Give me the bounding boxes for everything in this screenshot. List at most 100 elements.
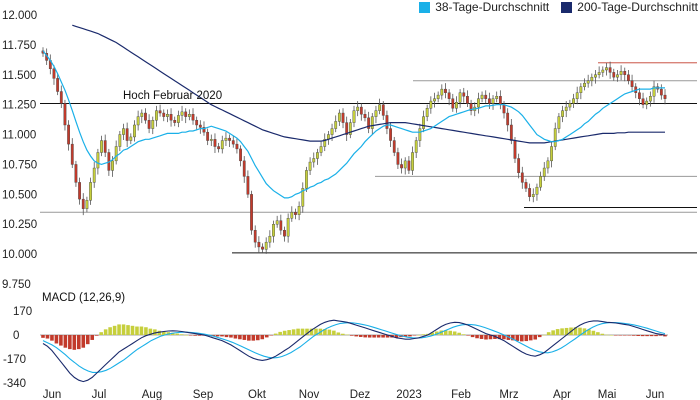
- candle-body: [586, 80, 590, 84]
- macd-histogram-bar: [528, 335, 533, 341]
- y-tick-label: 12.000: [2, 10, 37, 22]
- macd-histogram-bar: [645, 335, 649, 337]
- candle-body: [239, 148, 242, 162]
- candle-body: [535, 186, 539, 195]
- macd-y-tick-label: -170: [3, 354, 26, 366]
- macd-histogram-bar: [282, 330, 287, 335]
- candle-body: [381, 104, 385, 116]
- macd-histogram-bar: [654, 335, 658, 337]
- candle-body: [583, 82, 586, 87]
- candle-body: [447, 92, 451, 99]
- candle-body: [209, 139, 213, 141]
- macd-histogram-bar: [251, 335, 256, 341]
- candle-body: [542, 167, 546, 177]
- macd-histogram-bar: [551, 330, 555, 335]
- candle-body: [568, 103, 572, 108]
- macd-histogram-bar: [578, 327, 582, 335]
- candle-body: [561, 110, 564, 117]
- candle-body: [59, 91, 63, 104]
- candle-body: [627, 74, 630, 81]
- candle-body: [173, 120, 177, 123]
- candle-body: [553, 128, 557, 147]
- candle-body: [458, 92, 462, 103]
- candle-body: [206, 131, 210, 141]
- macd-histogram-bar: [144, 327, 148, 335]
- macd-y-tick-label: 0: [13, 330, 19, 342]
- macd-histogram-bar: [77, 335, 81, 350]
- candle-body: [217, 146, 221, 150]
- macd-histogram-bar: [502, 335, 506, 340]
- x-tick-label: Apr: [553, 389, 571, 400]
- candle-body: [370, 116, 374, 129]
- x-tick-label: Dez: [350, 389, 371, 400]
- candle-body: [286, 218, 290, 237]
- candle-body: [652, 86, 656, 97]
- macd-histogram-bar: [457, 332, 461, 335]
- candle-body: [63, 103, 67, 126]
- x-tick-label: Jun: [646, 389, 665, 400]
- candle-body: [162, 112, 166, 117]
- candle-body: [411, 152, 414, 171]
- candle-body: [184, 111, 188, 117]
- macd-histogram-bar: [533, 335, 538, 340]
- candle-body: [151, 120, 155, 129]
- macd-histogram-bar: [448, 330, 452, 335]
- candle-body: [246, 176, 250, 195]
- candle-body: [250, 194, 253, 231]
- macd-histogram-bar: [112, 325, 117, 335]
- candle-body: [546, 160, 550, 169]
- macd-histogram-bar: [452, 331, 457, 335]
- candle-body: [235, 143, 239, 150]
- macd-histogram-bar: [354, 335, 359, 337]
- macd-histogram-bar: [564, 327, 569, 335]
- macd-histogram-bar: [412, 335, 417, 336]
- candle-body: [487, 98, 491, 104]
- candle-body: [425, 108, 429, 117]
- candle-body: [52, 68, 56, 79]
- candle-body: [352, 110, 356, 123]
- macd-histogram-bar: [475, 335, 479, 339]
- candle-body: [517, 158, 521, 174]
- macd-histogram-bar: [636, 335, 640, 336]
- candle-body: [645, 100, 649, 105]
- candle-body: [506, 112, 510, 126]
- macd-histogram-bar: [85, 335, 90, 345]
- macd-histogram-bar: [537, 335, 542, 338]
- candle-body: [422, 116, 425, 129]
- candle-body: [111, 160, 114, 171]
- macd-histogram-bar: [193, 335, 197, 336]
- candle-body: [623, 70, 627, 75]
- candle-body: [202, 127, 206, 133]
- macd-histogram-bar: [170, 332, 175, 335]
- candle-body: [92, 167, 96, 183]
- macd-histogram-bar: [162, 331, 166, 335]
- ma200-line: [72, 24, 665, 144]
- macd-histogram-bar: [631, 335, 636, 336]
- macd-histogram-bar: [224, 335, 229, 338]
- candle-body: [323, 139, 327, 147]
- x-tick-label: 2023: [396, 389, 422, 400]
- candle-body: [557, 116, 561, 129]
- candle-body: [129, 136, 133, 141]
- candle-body: [67, 124, 71, 145]
- macd-histogram-bar: [560, 328, 564, 335]
- macd-histogram-bar: [278, 331, 282, 335]
- macd-histogram-bar: [54, 335, 59, 344]
- macd-histogram-bar: [81, 335, 86, 348]
- candle-body: [531, 194, 535, 197]
- candle-body: [195, 120, 199, 126]
- candle-body: [176, 115, 180, 123]
- x-tick-label: Aug: [142, 389, 162, 400]
- candle-body: [498, 96, 502, 105]
- candle-body: [414, 140, 418, 153]
- macd-histogram-bar: [515, 335, 520, 341]
- y-tick-label: 10.250: [2, 219, 37, 231]
- candle-body: [169, 114, 173, 121]
- macd-histogram-bar: [497, 335, 502, 340]
- macd-histogram-bar: [50, 335, 54, 341]
- macd-histogram-bar: [287, 330, 291, 335]
- macd-histogram-bar: [573, 327, 578, 335]
- candle-body: [341, 112, 345, 123]
